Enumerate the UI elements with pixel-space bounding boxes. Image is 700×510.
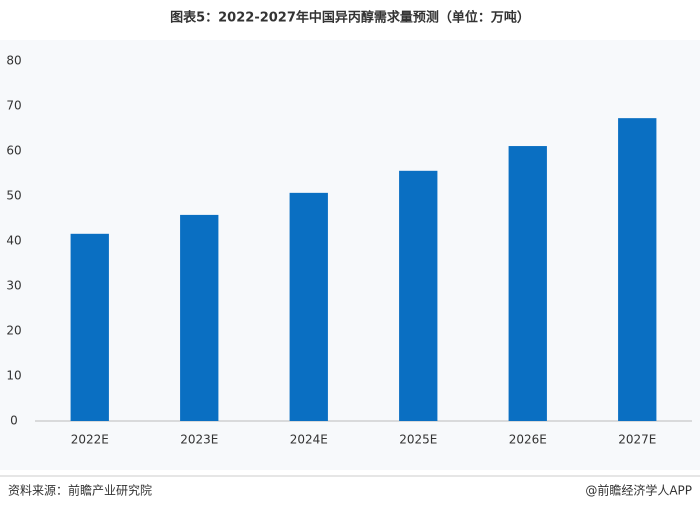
y-tick-label: 80 bbox=[6, 54, 21, 68]
y-tick-label: 30 bbox=[6, 279, 21, 293]
y-tick-label: 20 bbox=[6, 324, 21, 338]
x-tick-label: 2024E bbox=[290, 433, 328, 447]
plot-background bbox=[0, 40, 700, 470]
x-tick-label: 2026E bbox=[509, 433, 547, 447]
bar bbox=[70, 233, 109, 421]
chart-title: 图表5：2022-2027年中国异丙醇需求量预测（单位：万吨） bbox=[170, 10, 530, 26]
x-tick-label: 2022E bbox=[71, 433, 109, 447]
y-tick-label: 0 bbox=[10, 414, 18, 428]
y-tick-label: 10 bbox=[6, 369, 21, 383]
bar bbox=[180, 214, 219, 421]
bar bbox=[289, 192, 328, 421]
x-tick-label: 2027E bbox=[618, 433, 656, 447]
y-tick-label: 40 bbox=[6, 234, 21, 248]
bar bbox=[399, 170, 438, 421]
bar bbox=[508, 146, 547, 422]
source: 资料来源：前瞻产业研究院 bbox=[8, 483, 152, 498]
x-tick-label: 2023E bbox=[180, 433, 218, 447]
x-tick-label: 2025E bbox=[399, 433, 437, 447]
brand: @前瞻经济学人APP bbox=[585, 483, 692, 498]
bar bbox=[618, 118, 657, 422]
y-tick-label: 60 bbox=[6, 144, 21, 158]
y-tick-label: 50 bbox=[6, 189, 21, 203]
y-tick-label: 70 bbox=[6, 99, 21, 113]
